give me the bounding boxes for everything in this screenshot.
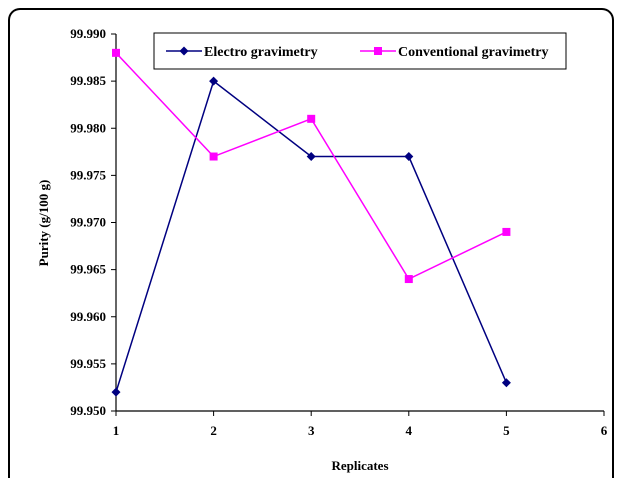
x-tick-label: 1 (113, 423, 120, 438)
legend-label: Conventional gravimetry (398, 45, 548, 60)
legend: Electro gravimetry Conventional gravimetr… (153, 32, 567, 70)
data-point (209, 152, 218, 161)
data-point (112, 48, 120, 57)
y-tick-label: 99.960 (70, 309, 106, 324)
data-point (404, 152, 414, 162)
y-tick-label: 99.950 (70, 403, 106, 418)
y-axis-title: Purity (g/100 g) (36, 180, 51, 267)
x-tick-label: 2 (210, 423, 217, 438)
legend-marker (179, 46, 189, 56)
data-point (404, 275, 413, 284)
series-2 (112, 48, 511, 284)
legend-entry-2: Conventional gravimetry (360, 45, 548, 60)
axes: 99.950 99.955 99.960 99.965 99.970 99.975 99.9… (70, 26, 608, 438)
legend-entry-1: Electro gravimetry (166, 45, 318, 60)
x-tick-label: 3 (308, 423, 315, 438)
y-tick-label: 99.990 (70, 26, 106, 41)
x-tick-label: 5 (503, 423, 510, 438)
y-tick-label: 99.965 (70, 262, 106, 277)
legend-label: Electro gravimetry (204, 45, 318, 60)
series-layer (111, 48, 511, 397)
series-1 (111, 76, 511, 397)
x-axis-title: Replicates (331, 458, 388, 473)
data-point (501, 378, 511, 388)
data-point (502, 227, 511, 236)
chart-frame (8, 8, 614, 478)
y-tick-label: 99.980 (70, 120, 106, 135)
data-point (111, 387, 121, 397)
y-tick-label: 99.975 (70, 167, 106, 182)
data-point (307, 114, 316, 123)
legend-marker (374, 47, 382, 55)
data-point (209, 76, 219, 86)
data-point (306, 152, 316, 162)
y-tick-label: 99.955 (70, 356, 106, 371)
y-tick-label: 99.985 (70, 73, 106, 88)
x-tick-label: 4 (406, 423, 413, 438)
y-tick-label: 99.970 (70, 215, 106, 230)
x-tick-label: 6 (601, 423, 608, 438)
series-line (115, 79, 508, 393)
